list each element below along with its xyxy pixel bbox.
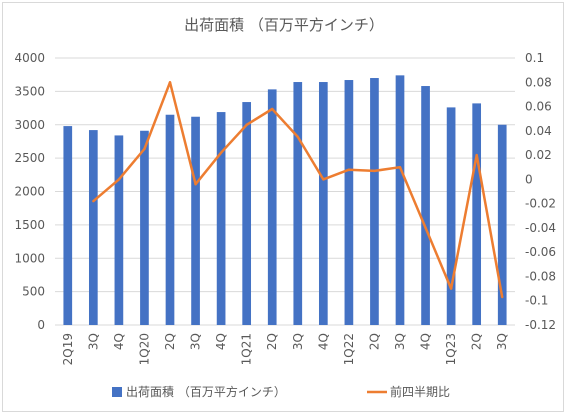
line-point	[143, 147, 146, 151]
bar	[318, 82, 328, 325]
right-tick-label: -0.08	[525, 269, 556, 283]
left-tick-label: 4000	[14, 51, 45, 65]
line-point	[501, 295, 504, 299]
bar	[191, 116, 200, 326]
right-tick-label: 0.08	[525, 75, 552, 89]
gridlines	[55, 57, 515, 326]
x-tick-label: 1Q20	[137, 333, 151, 365]
left-tick-label: 500	[22, 285, 45, 299]
left-tick-label: 1000	[14, 251, 45, 265]
line-point	[245, 123, 248, 126]
right-tick-label: -0.06	[525, 245, 556, 259]
x-tick-label: 1Q22	[342, 333, 356, 365]
left-axis-ticks: 0 500 1000 1500 2000 2500 3000 3500 4000	[14, 51, 45, 332]
line-point	[194, 183, 197, 186]
bar	[114, 135, 124, 325]
bar	[88, 130, 98, 325]
line-point	[347, 168, 351, 171]
line-point	[398, 166, 402, 169]
bar	[216, 112, 226, 325]
bar	[344, 80, 354, 325]
x-tick-label: 2Q	[265, 333, 279, 350]
x-axis-ticks: 2Q19 3Q 4Q 1Q20 2Q 3Q 4Q 1Q21 2Q 3Q 4Q 1Q22 2Q 3Q 4Q 1Q…	[61, 333, 509, 365]
x-tick-label: 4Q	[419, 333, 433, 350]
line-point	[117, 178, 121, 181]
right-tick-label: -0.12	[525, 318, 556, 332]
bar	[446, 107, 456, 326]
chart-title: 出荷面積 （百万平方インチ）	[184, 16, 384, 34]
right-axis-ticks: -0.12 -0.1 -0.08 -0.06 -0.04 -0.02 0 0.02 0.04 0.…	[525, 51, 556, 332]
line-point	[373, 169, 376, 173]
x-tick-label: 3Q	[291, 333, 305, 350]
x-tick-label: 3Q	[189, 333, 203, 350]
right-tick-label: 0.06	[525, 100, 552, 114]
bar	[267, 89, 277, 325]
legend-bar-label: 出荷面積 （百万平方インチ）	[126, 384, 286, 399]
x-tick-label: 3Q	[393, 333, 407, 350]
x-tick-label: 1Q23	[444, 333, 458, 365]
bar	[140, 130, 149, 325]
line-point	[424, 226, 427, 230]
right-tick-label: -0.1	[525, 294, 548, 308]
bar	[370, 78, 379, 326]
line-point	[322, 178, 325, 181]
line-point	[271, 107, 274, 111]
line-series	[92, 81, 504, 299]
x-tick-label: 2Q	[163, 333, 177, 350]
x-tick-label: 3Q	[86, 333, 100, 350]
line-point	[449, 287, 453, 290]
left-tick-label: 0	[37, 318, 45, 332]
x-tick-label: 2Q	[470, 333, 484, 350]
bar	[293, 82, 303, 325]
legend: 出荷面積 （百万平方インチ） 前四半期比	[112, 384, 450, 399]
bar	[395, 75, 405, 325]
right-tick-label: -0.02	[525, 197, 556, 211]
x-tick-label: 1Q21	[240, 333, 254, 365]
line-point	[219, 151, 223, 154]
line-point	[168, 81, 172, 84]
x-tick-label: 2Q19	[61, 333, 75, 365]
line-point	[475, 153, 478, 157]
right-tick-label: 0.02	[525, 148, 552, 162]
left-tick-label: 1500	[14, 218, 45, 232]
x-tick-label: 3Q	[495, 333, 509, 350]
bar	[421, 86, 430, 325]
left-tick-label: 2000	[14, 185, 45, 199]
x-tick-label: 4Q	[112, 333, 126, 350]
bar	[242, 102, 252, 326]
bar-series	[63, 75, 507, 326]
right-tick-label: 0.04	[525, 124, 552, 138]
line-point	[92, 200, 95, 203]
right-tick-label: -0.04	[525, 221, 556, 235]
bar	[497, 124, 507, 325]
right-tick-label: 0.1	[525, 51, 544, 65]
bar	[165, 114, 175, 325]
bar	[63, 126, 73, 326]
left-tick-label: 3500	[14, 84, 45, 98]
left-tick-label: 2500	[14, 151, 45, 165]
x-tick-label: 2Q	[367, 333, 381, 350]
bar	[472, 103, 482, 325]
legend-line-label: 前四半期比	[390, 384, 450, 399]
left-tick-label: 3000	[14, 118, 45, 132]
line-point	[296, 135, 299, 139]
x-tick-label: 4Q	[214, 333, 228, 350]
right-tick-label: 0	[525, 172, 533, 186]
legend-bar-swatch	[112, 387, 122, 397]
x-tick-label: 4Q	[316, 333, 330, 350]
